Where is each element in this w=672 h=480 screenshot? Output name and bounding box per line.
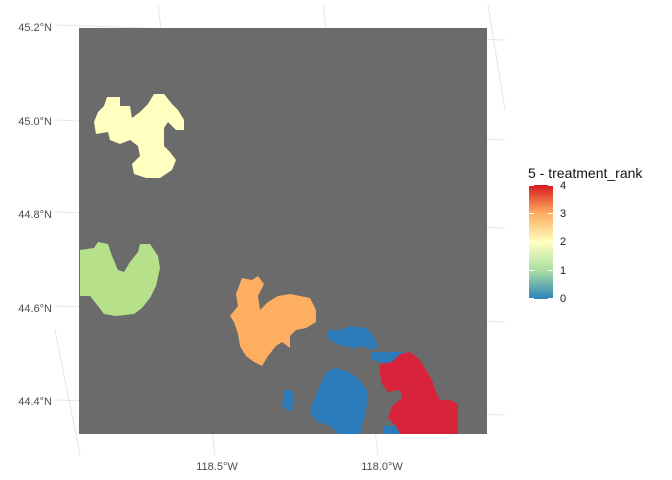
region-central-patch [230,276,316,366]
legend-label-1: 1 [560,265,566,277]
lon-label-118-0: 118.0°W [361,461,403,473]
lat-label-44-6: 44.6°N [18,303,52,315]
region-west-patch [80,242,160,316]
legend-label-4: 4 [560,180,566,192]
legend-label-3: 3 [560,208,566,220]
legend-label-0: 0 [560,293,566,305]
legend-label-2: 2 [560,236,566,248]
lat-label-45-2: 45.2°N [18,22,52,34]
region-north-patch [94,94,184,178]
legend: 5 - treatment_rank 4 3 2 1 0 [528,165,643,305]
legend-title: 5 - treatment_rank [528,165,643,181]
lat-label-44-4: 44.4°N [18,396,52,408]
lat-label-45-0: 45.0°N [18,116,52,128]
region-southeast-blue-patch [282,326,404,434]
region-southeast-red-patch [380,352,458,434]
lon-label-118-5: 118.5°W [196,461,238,473]
longitude-labels: 118.5°W 118.0°W [196,461,403,473]
latitude-labels: 45.2°N 45.0°N 44.8°N 44.6°N 44.4°N [18,22,52,408]
lat-label-44-8: 44.8°N [18,209,52,221]
